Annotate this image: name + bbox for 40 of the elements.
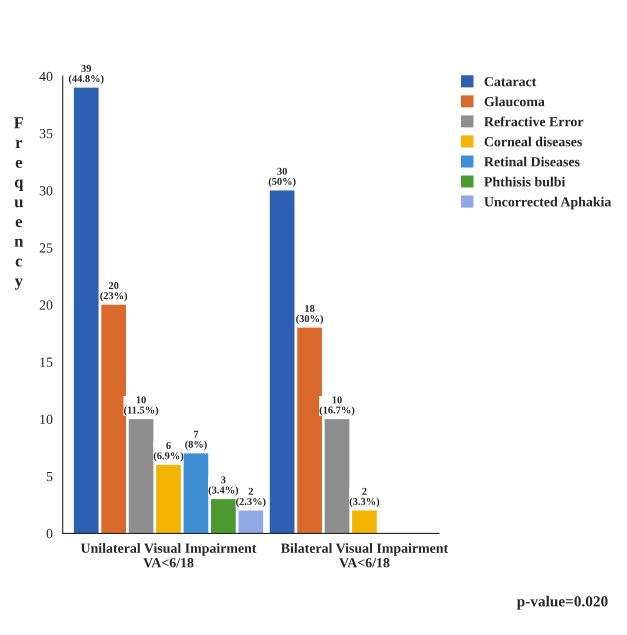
data-label: 7 (8%) bbox=[185, 430, 207, 450]
bar bbox=[101, 304, 126, 534]
bar bbox=[324, 419, 350, 534]
bar bbox=[352, 510, 377, 534]
data-label: 10 (16.7%) bbox=[320, 396, 354, 416]
y-tick-label: 0 bbox=[46, 528, 52, 538]
data-label: 18 (30%) bbox=[296, 304, 324, 324]
bar bbox=[128, 419, 154, 534]
data-label: 10 (11.5%) bbox=[124, 396, 158, 416]
x-tick-label: Unilateral Visual Impairment VA<6/18 bbox=[80, 543, 256, 568]
data-label: 39 (44.8%) bbox=[68, 64, 104, 84]
legend-label: Cataract bbox=[484, 76, 536, 86]
legend-label: Phthisis bulbi bbox=[484, 176, 566, 187]
data-label: 3 (3.4%) bbox=[208, 476, 238, 496]
y-tick-label: 10 bbox=[40, 414, 52, 424]
y-tick-label: 5 bbox=[46, 472, 52, 482]
y-tick-label: 35 bbox=[40, 128, 52, 138]
bar bbox=[156, 464, 181, 534]
data-label: 2 (3.3%) bbox=[350, 488, 380, 508]
x-tick-label: Bilateral Visual Impairment VA<6/18 bbox=[280, 543, 448, 568]
data-label: 30 (50%) bbox=[268, 168, 296, 188]
bar bbox=[238, 510, 264, 534]
y-tick-label: 30 bbox=[40, 186, 52, 196]
y-tick-label: 40 bbox=[39, 72, 52, 82]
text: Frequency bbox=[14, 117, 24, 290]
bar bbox=[74, 88, 99, 534]
legend-label: Glaucoma bbox=[484, 96, 545, 106]
legend-label: Uncorrected Aphakia bbox=[484, 196, 612, 210]
y-tick-label: 20 bbox=[40, 300, 52, 310]
legend-label: Corneal diseases bbox=[484, 136, 582, 146]
legend-label: Retinal Diseases bbox=[484, 156, 580, 166]
y-tick-label: 15 bbox=[40, 358, 52, 367]
text: p-value=0.020 bbox=[516, 596, 608, 610]
data-label: 6 (6.9%) bbox=[154, 442, 184, 462]
bar bbox=[270, 190, 294, 534]
bar bbox=[184, 453, 208, 534]
legend-label: Refractive Error bbox=[484, 116, 584, 126]
bar bbox=[211, 499, 236, 534]
data-label: 20 (23%) bbox=[100, 282, 128, 302]
y-tick-label: 25 bbox=[40, 243, 52, 253]
